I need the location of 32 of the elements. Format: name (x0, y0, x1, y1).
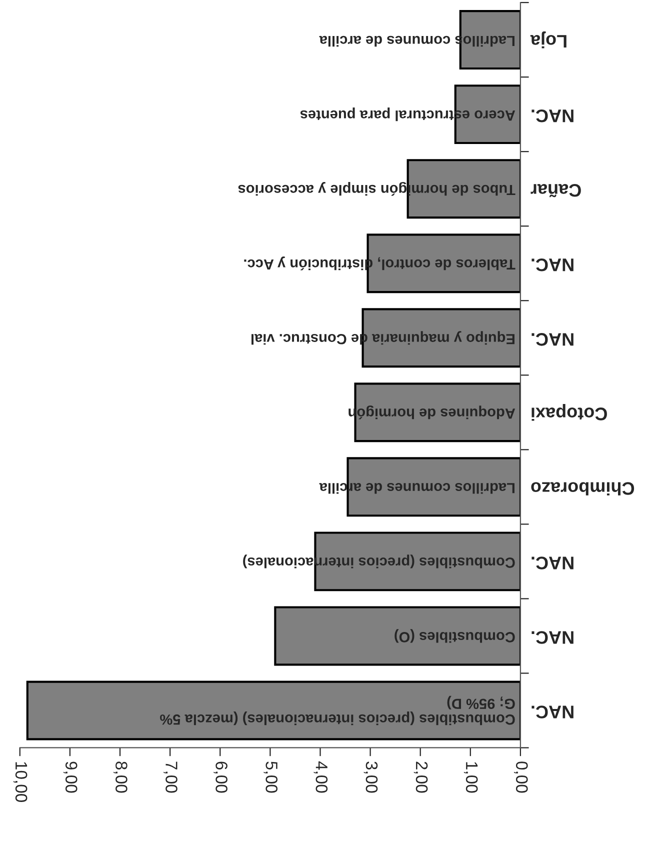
annotation: Combustibles (precios internacionales) (mezcla 5% G; 95% D) (160, 696, 515, 726)
bar (274, 606, 520, 666)
annotation: Equipo y maquinaria de Construc. vial (251, 331, 514, 345)
x-tick-label: 1,00 (464, 762, 478, 793)
y-tick-label: Chimborazo (531, 482, 634, 496)
annotation: Acero estructural para puentes (300, 108, 516, 122)
bar (26, 680, 520, 740)
x-tick-label: 5,00 (264, 762, 278, 793)
annotation: Adoquines de hormigón (348, 406, 516, 420)
x-tick-label: 2,00 (414, 762, 428, 793)
y-tick-label: Cotopaxi (532, 404, 607, 421)
y-tick-label: NAC. (532, 109, 574, 122)
x-tick-label: 7,00 (164, 762, 178, 793)
y-tick-label: NAC. (532, 258, 574, 272)
annotation: Tableros de control, distribución y Acc. (244, 256, 516, 270)
x-tick-label: 9,00 (64, 762, 78, 793)
y-tick-label: NAC. (532, 556, 574, 570)
y-tick-label: Cañar (530, 184, 581, 198)
y-tick-label: Loja (530, 31, 566, 48)
y-tick-label: NAC. (532, 333, 574, 346)
annotation: Tubos de hormigón simple y accesorios (238, 182, 516, 196)
annotation: Combustibles (precios internacionales) (243, 554, 515, 568)
y-tick-label: NAC. (532, 706, 574, 718)
x-tick-label: 10,00 (13, 762, 28, 802)
y-tick-label: NAC. (532, 631, 574, 644)
x-tick-label: 4,00 (314, 761, 328, 793)
annotation: Ladrillos comunes de arcilla (319, 36, 514, 47)
x-tick-label: 8,00 (114, 762, 128, 793)
x-tick-label: 0,00 (514, 762, 528, 793)
annotation: Combustibles (O) (394, 629, 515, 643)
x-tick-label: 3,00 (364, 762, 378, 793)
x-tick-label: 6,00 (214, 762, 228, 793)
